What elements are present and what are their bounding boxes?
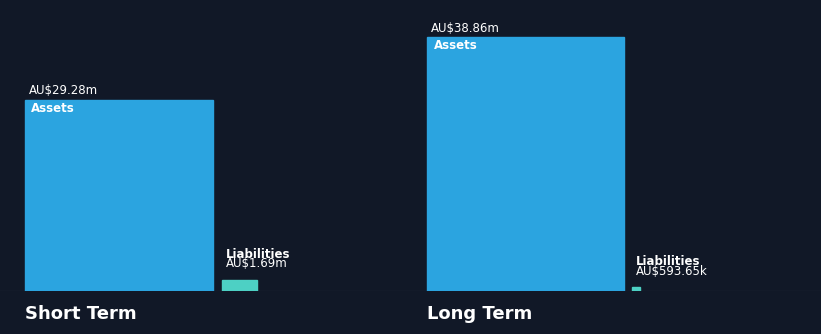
Text: Assets: Assets <box>31 102 75 115</box>
Text: AU$29.28m: AU$29.28m <box>29 84 98 97</box>
Bar <box>427 37 624 291</box>
Bar <box>632 287 640 291</box>
Text: AU$1.69m: AU$1.69m <box>226 258 287 271</box>
Text: Liabilities: Liabilities <box>636 256 701 269</box>
Bar <box>25 100 213 291</box>
Text: AU$38.86m: AU$38.86m <box>431 22 500 34</box>
Bar <box>222 280 257 291</box>
Text: Assets: Assets <box>433 39 477 52</box>
Text: Long Term: Long Term <box>427 305 532 323</box>
Text: Liabilities: Liabilities <box>226 248 291 261</box>
Text: Short Term: Short Term <box>25 305 136 323</box>
Text: AU$593.65k: AU$593.65k <box>636 265 708 278</box>
